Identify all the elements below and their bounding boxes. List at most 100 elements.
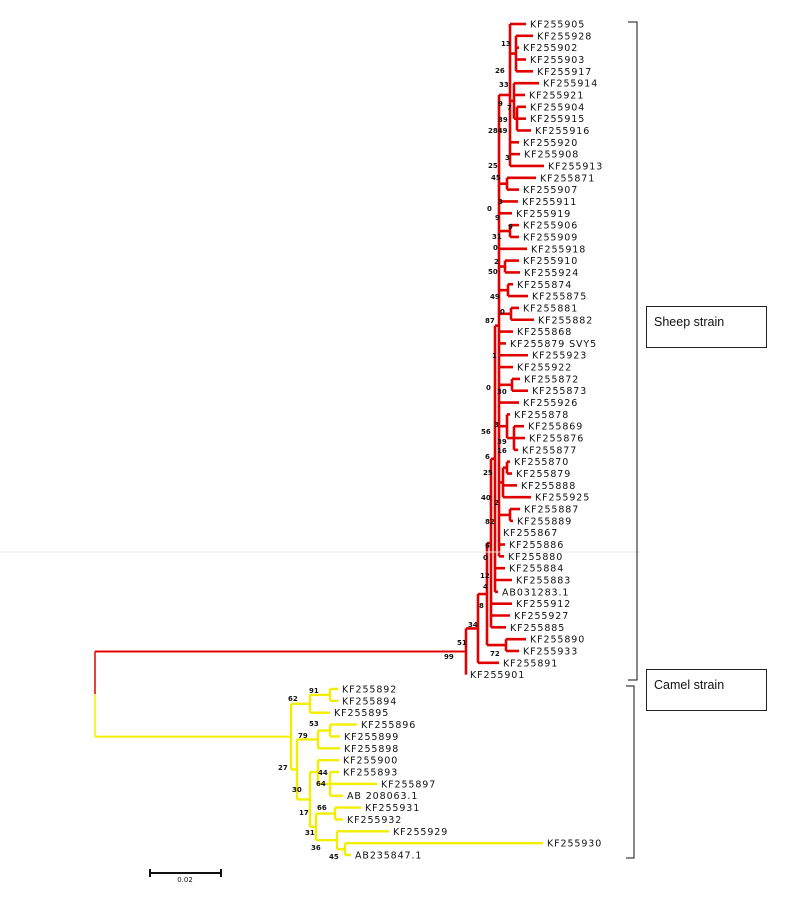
- leaf-label: KF255889: [517, 516, 572, 527]
- bootstrap-value: 7: [507, 104, 512, 112]
- bootstrap-value: 91: [309, 687, 319, 695]
- bootstrap-value: 72: [490, 650, 500, 658]
- leaf-label: KF255874: [517, 280, 572, 291]
- bootstrap-value: 0: [483, 554, 488, 562]
- bootstrap-value: 87: [485, 317, 495, 325]
- leaf-label: KF255881: [523, 303, 578, 314]
- leaf-label: KF255876: [529, 434, 584, 445]
- bootstrap-value: 30: [292, 786, 302, 794]
- bootstrap-value: 64: [316, 780, 326, 788]
- bootstrap-value: 99: [444, 653, 454, 661]
- leaf-label: AB031283.1: [502, 587, 569, 598]
- leaf-label: KF255914: [543, 79, 598, 90]
- camel-strain-label: Camel strain: [646, 669, 767, 711]
- bootstrap-value: 26: [495, 67, 505, 75]
- leaf-label: KF255924: [524, 268, 579, 279]
- leaf-label: KF255890: [530, 635, 585, 646]
- leaf-label: KF255886: [509, 540, 564, 551]
- bootstrap-value: 9: [498, 100, 503, 108]
- bootstrap-value: 2: [494, 499, 499, 507]
- leaf-label: KF255915: [530, 114, 585, 125]
- bootstrap-value: 49: [490, 293, 500, 301]
- scale-bar-label: 0.02: [177, 876, 193, 884]
- leaf-label: KF255906: [523, 221, 578, 232]
- leaf-label: KF255917: [537, 67, 592, 78]
- leaf-label: KF255925: [535, 493, 590, 504]
- bootstrap-value: 53: [309, 720, 319, 728]
- bootstrap-value: 3: [494, 421, 499, 429]
- leaf-label: KF255901: [470, 670, 525, 681]
- bootstrap-value: 9: [508, 223, 513, 231]
- bootstrap-value: 12: [480, 572, 490, 580]
- leaf-label: KF255929: [393, 827, 448, 838]
- leaf-label: KF255899: [344, 732, 399, 743]
- leaf-label: KF255897: [381, 779, 436, 790]
- leaf-label: KF255870: [514, 457, 569, 468]
- camel-bracket: [626, 685, 635, 859]
- leaf-label: KF255922: [517, 363, 572, 374]
- leaf-label: KF255931: [365, 803, 420, 814]
- leaf-label: KF255891: [503, 658, 558, 669]
- leaf-label: KF255873: [532, 386, 587, 397]
- sheep-strain-label: Sheep strain: [646, 306, 767, 348]
- bootstrap-value: 39: [498, 116, 508, 124]
- leaf-label: KF255898: [344, 744, 399, 755]
- leaf-label: KF255930: [547, 839, 602, 850]
- bootstrap-value: 31: [305, 829, 315, 837]
- leaf-label: KF255908: [524, 150, 579, 161]
- leaf-label: KF255910: [523, 256, 578, 267]
- bootstrap-value: 45: [329, 853, 339, 861]
- leaf-label: KF255927: [514, 611, 569, 622]
- leaf-label: AB235847.1: [355, 851, 422, 862]
- leaf-label: KF255905: [530, 20, 585, 31]
- leaf-label: KF255872: [524, 374, 579, 385]
- leaf-label: KF255871: [540, 173, 595, 184]
- leaf-label: KF255875: [532, 292, 587, 303]
- bootstrap-value: 66: [317, 804, 327, 812]
- bootstrap-value: 0: [500, 308, 505, 316]
- bootstrap-value: 62: [288, 695, 298, 703]
- bootstrap-value: 1: [492, 352, 497, 360]
- leaf-label: KF255918: [531, 244, 586, 255]
- bootstrap-value: 8: [479, 602, 484, 610]
- leaf-label: KF255913: [548, 161, 603, 172]
- leaf-label: KF255893: [343, 768, 398, 779]
- leaf-label: KF255868: [517, 327, 572, 338]
- bootstrap-value: 27: [278, 764, 288, 772]
- bootstrap-value: 51: [457, 639, 467, 647]
- leaf-label: KF255880: [508, 552, 563, 563]
- bootstrap-value: 13: [501, 40, 511, 48]
- sheep-bracket: [628, 21, 638, 681]
- leaf-label: KF255869: [528, 422, 583, 433]
- bootstrap-value: 30: [497, 388, 507, 396]
- leaf-label: KF255904: [530, 102, 585, 113]
- leaf-label: KF255916: [535, 126, 590, 137]
- bootstrap-value: 9: [495, 214, 500, 222]
- bootstrap-value: 45: [491, 174, 501, 182]
- bootstrap-value: 0: [493, 244, 498, 252]
- leaf-labels: KF255905KF255928KF255902KF255903KF255917…: [334, 20, 603, 862]
- bootstrap-value: 36: [311, 844, 321, 852]
- leaf-label: KF255903: [530, 55, 585, 66]
- scale-bar: 0.02: [149, 869, 222, 884]
- bootstrap-value: 31: [492, 233, 502, 241]
- leaf-label: KF255878: [514, 410, 569, 421]
- bootstrap-value: 16: [497, 447, 507, 455]
- leaf-label: KF255920: [523, 138, 578, 149]
- bootstrap-value: 2849: [488, 127, 508, 135]
- leaf-label: KF255919: [516, 209, 571, 220]
- leaf-label: KF255894: [342, 696, 397, 707]
- leaf-label: KF255912: [516, 599, 571, 610]
- bootstrap-value: 82: [485, 518, 495, 526]
- leaf-label: KF255900: [343, 756, 398, 767]
- leaf-label: KF255926: [523, 398, 578, 409]
- bootstrap-value: 33: [499, 81, 509, 89]
- leaf-label: KF255907: [523, 185, 578, 196]
- leaf-label: KF255911: [522, 197, 577, 208]
- bootstrap-value: 25: [488, 162, 498, 170]
- bootstrap-value: 3: [498, 198, 503, 206]
- bootstrap-value: 0: [486, 384, 491, 392]
- leaf-label: KF255928: [537, 31, 592, 42]
